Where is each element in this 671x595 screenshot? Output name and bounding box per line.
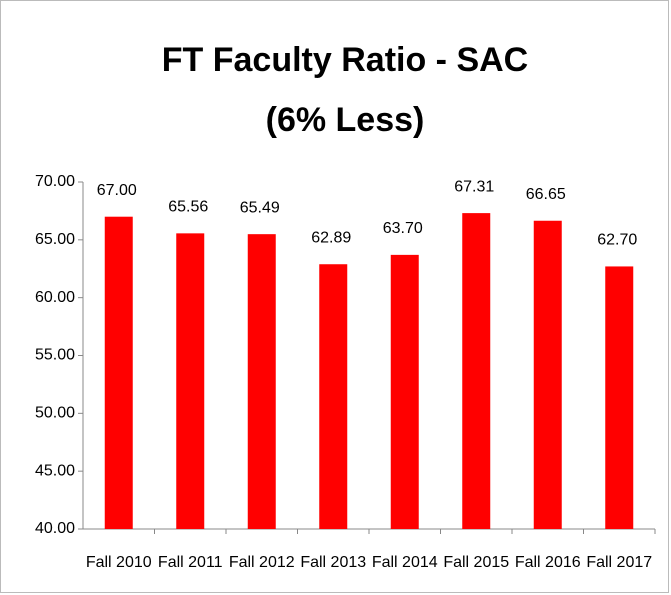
x-tick-label: Fall 2011 <box>158 554 223 571</box>
bar <box>104 216 133 529</box>
x-tick-label: Fall 2012 <box>229 554 295 571</box>
bar <box>462 213 491 530</box>
y-tick-label: 45.00 <box>35 462 75 479</box>
bar <box>390 254 419 529</box>
bar <box>533 220 562 529</box>
bar <box>319 264 348 529</box>
bar <box>605 266 634 529</box>
data-label: 65.49 <box>240 199 280 216</box>
y-tick-label: 70.00 <box>35 173 75 190</box>
bar <box>176 233 205 529</box>
x-tick-label: Fall 2010 <box>86 554 152 571</box>
y-tick-label: 65.00 <box>35 231 75 248</box>
data-label: 67.00 <box>97 182 137 199</box>
y-tick-label: 50.00 <box>35 405 75 422</box>
data-label: 62.89 <box>311 229 351 246</box>
data-label: 63.70 <box>383 220 423 237</box>
bar <box>247 234 276 530</box>
data-label: 62.70 <box>597 232 637 249</box>
data-label: 67.31 <box>454 178 494 195</box>
chart-title: FT Faculty Ratio - SAC <box>162 41 528 79</box>
y-tick-label: 40.00 <box>35 520 75 537</box>
chart-subtitle: (6% Less) <box>266 101 425 139</box>
data-label: 66.65 <box>526 186 566 203</box>
x-tick-label: Fall 2013 <box>300 554 366 571</box>
y-tick-label: 60.00 <box>35 289 75 306</box>
y-tick-label: 55.00 <box>35 347 75 364</box>
x-tick-label: Fall 2017 <box>586 554 652 571</box>
data-label: 65.56 <box>168 199 208 216</box>
x-tick-label: Fall 2016 <box>515 554 581 571</box>
x-tick-label: Fall 2015 <box>443 554 509 571</box>
x-tick-label: Fall 2014 <box>372 554 438 571</box>
